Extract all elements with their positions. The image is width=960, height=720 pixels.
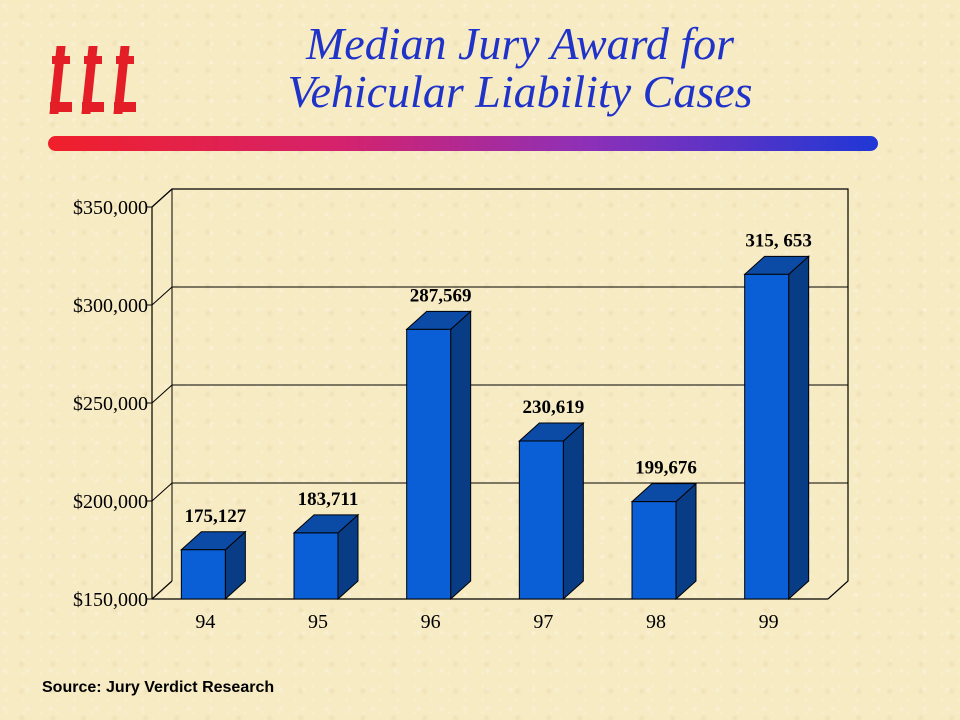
- y-tick-label: $200,000: [73, 491, 148, 513]
- y-tick-label: $150,000: [73, 589, 148, 611]
- gridline: [151, 482, 848, 502]
- bar-front-face: [631, 501, 677, 600]
- bar-data-label: 315, 653: [745, 230, 812, 251]
- bar-side-face: [562, 421, 584, 601]
- y-tick-label: $350,000: [73, 197, 148, 219]
- bar-data-label: 230,619: [522, 397, 584, 418]
- chart-gridlines: [151, 188, 848, 502]
- bar-side-face: [450, 310, 472, 601]
- x-category-label: 95: [308, 611, 328, 633]
- bar-97: [518, 421, 585, 601]
- y-axis-tick-labels: $150,000 $200,000 $250,000 $300,000 $350,000: [73, 197, 152, 611]
- source-note: Source: Jury Verdict Research: [42, 679, 275, 696]
- bar-side-face: [788, 255, 810, 601]
- bar-data-label: 175,127: [184, 506, 246, 527]
- gridline: [151, 384, 848, 404]
- bar-front-face: [406, 328, 452, 600]
- iii-logo-icon: [49, 46, 136, 114]
- page-title: Median Jury Award for Vehicular Liabilit…: [170, 20, 870, 116]
- x-category-label: 97: [533, 611, 553, 633]
- floor-edge: [151, 580, 173, 600]
- chart-bars: [180, 255, 810, 601]
- x-category-label: 98: [646, 611, 666, 633]
- bar-front-face: [180, 549, 226, 600]
- chart-back-wall: [151, 188, 849, 600]
- title-line-2: Vehicular Liability Cases: [287, 66, 753, 117]
- bar-front-face: [744, 273, 790, 600]
- x-category-label: 94: [195, 611, 215, 633]
- bar-96: [405, 310, 472, 601]
- gridline: [151, 188, 848, 208]
- x-category-label: 96: [421, 611, 441, 633]
- title-line-1: Median Jury Award for: [305, 18, 735, 69]
- bar-side-face: [675, 482, 697, 601]
- x-category-label: 99: [759, 611, 779, 633]
- y-tick-label: $250,000: [73, 393, 148, 415]
- bar-front-face: [518, 440, 564, 600]
- bar-98: [630, 482, 698, 601]
- bar-front-face: [293, 532, 339, 600]
- chart-frame: [151, 188, 849, 600]
- bar-95: [292, 513, 360, 601]
- x-axis-category-labels: 94 95 96 97 98 99: [195, 611, 778, 633]
- bar-data-label: 287,569: [410, 285, 472, 306]
- bar-data-label: 199,676: [635, 458, 697, 479]
- bar-94: [180, 530, 247, 601]
- bar-99: [743, 255, 810, 601]
- title-underline-rule: [48, 136, 878, 151]
- y-tick-label: $300,000: [73, 295, 148, 317]
- gridline: [151, 286, 848, 306]
- bar-data-labels: 175,127 183,711 287,569 230,619 199,676 315, …: [184, 230, 811, 526]
- bar-data-label: 183,711: [298, 489, 359, 510]
